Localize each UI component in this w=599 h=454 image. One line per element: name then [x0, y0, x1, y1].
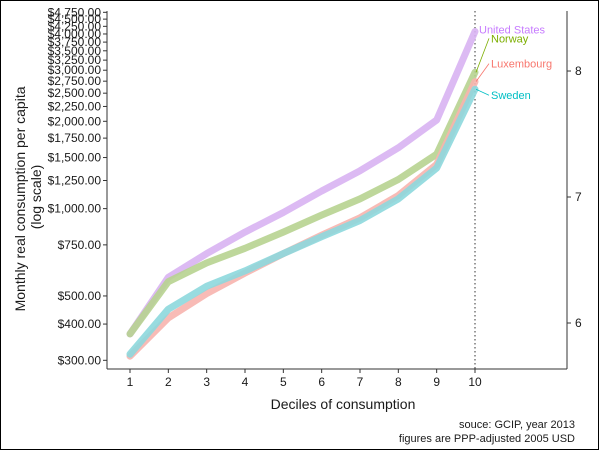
y-axis: $300.00 $400.00 $500.00 $750.00 $1,000.00 $1,… — [48, 5, 108, 369]
y-tick-label: $2,250.00 — [48, 99, 102, 113]
y-tick-label: $1,750.00 — [48, 131, 102, 145]
y-axis-title: Monthly real consumption per capita (log… — [12, 83, 44, 312]
series-label-leader — [475, 63, 490, 82]
y-tick-label: $4,500.00 — [48, 12, 102, 26]
x-tick-label: 5 — [280, 375, 287, 389]
x-tick-label: 9 — [433, 375, 440, 389]
y-tick-label: $3,000.00 — [48, 63, 102, 77]
x-axis-title: Deciles of consumption — [271, 396, 416, 412]
x-tick-label: 2 — [165, 375, 172, 389]
y-tick-label: $750.00 — [58, 238, 102, 252]
y-tick-label: $2,750.00 — [48, 74, 102, 88]
y-tick-label: $1,250.00 — [48, 174, 102, 188]
y-tick-label: $4,250.00 — [48, 19, 102, 33]
series-line — [126, 68, 479, 338]
x-tick-label: 7 — [357, 375, 364, 389]
secondary-y-tick-label: 6 — [575, 316, 582, 330]
y-tick-label: $3,750.00 — [48, 35, 102, 49]
series-label: United States — [479, 24, 546, 36]
plot-area — [126, 11, 479, 369]
series-line — [126, 85, 479, 358]
y-tick-label: $4,000.00 — [48, 27, 102, 41]
x-tick-label: 6 — [318, 375, 325, 389]
y-tick-label: $1,500.00 — [48, 151, 102, 165]
x-tick-label: 1 — [127, 375, 134, 389]
series-label-leader — [475, 88, 490, 96]
y-tick-label: $1,000.00 — [48, 202, 102, 216]
y-axis-title-line-2: (log scale) — [28, 165, 44, 230]
x-axis: 1 2 3 4 5 6 7 8 9 10 — [107, 368, 567, 389]
y-tick-label: $400.00 — [58, 317, 102, 331]
secondary-y-tick-label: 7 — [575, 190, 582, 204]
y-tick-label: $3,250.00 — [48, 53, 102, 67]
y-tick-label: $4,750.00 — [48, 5, 102, 19]
x-tick-label: 4 — [242, 375, 249, 389]
y-tick-label: $300.00 — [58, 353, 102, 367]
caption-source: souce: GCIP, year 2013 — [459, 419, 575, 431]
y-tick-label: $2,000.00 — [48, 114, 102, 128]
y-tick-label: $3,500.00 — [48, 44, 102, 58]
series-label-leader — [475, 38, 490, 73]
series-label: Sweden — [491, 90, 531, 102]
series-line — [126, 78, 479, 360]
x-tick-label: 10 — [468, 375, 482, 389]
y-tick-label: $500.00 — [58, 289, 102, 303]
series-line — [126, 28, 479, 338]
y-tick-label: $2,500.00 — [48, 86, 102, 100]
x-tick-label: 3 — [203, 375, 210, 389]
series-label: Norway — [491, 33, 529, 45]
y-axis-title-line-1: Monthly real consumption per capita — [12, 86, 28, 311]
x-tick-label: 8 — [395, 375, 402, 389]
secondary-y-tick-label: 8 — [575, 64, 582, 78]
caption-note: figures are PPP-adjusted 2005 USD — [399, 433, 575, 445]
secondary-y-axis: 6 7 8 — [566, 11, 582, 369]
series-label: Luxembourg — [491, 59, 552, 71]
